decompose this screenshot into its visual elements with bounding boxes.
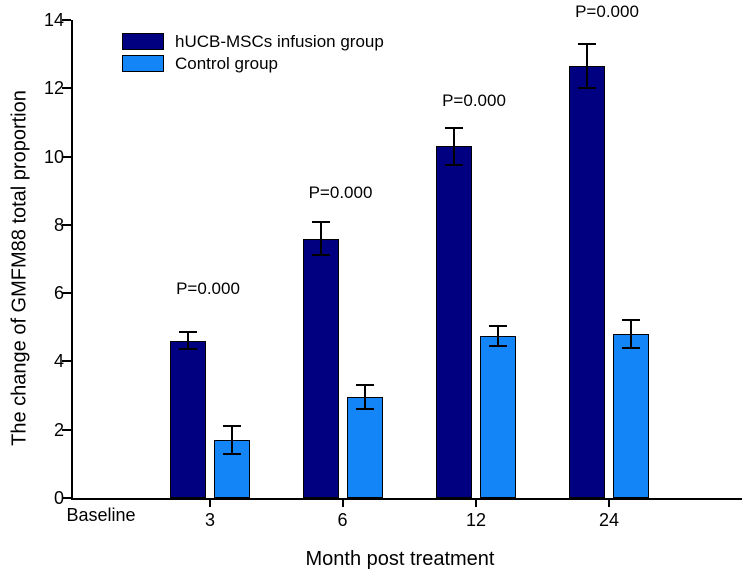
y-axis-title: The change of GMFM88 total proportion: [8, 90, 31, 446]
x-tick-label: Baseline: [66, 505, 136, 525]
error-bar-cap-bottom: [578, 87, 596, 90]
treatment-bar: [302, 238, 339, 498]
y-axis-tick: [62, 497, 71, 499]
error-bar-line: [453, 127, 455, 166]
x-tick-label: 3: [204, 510, 215, 530]
x-axis-title: Month post treatment: [305, 548, 495, 570]
error-bar-cap-top: [578, 42, 596, 45]
x-axis-line: [71, 498, 742, 500]
y-axis-tick: [62, 19, 71, 21]
control-bar: [480, 335, 516, 498]
error-bar-line: [231, 426, 233, 454]
p-value-annotation: P=0.000: [442, 90, 506, 110]
error-bar-cap-top: [445, 126, 463, 129]
legend-label-control: Control group: [175, 54, 279, 73]
y-axis-tick: [62, 155, 71, 158]
error-bar-cap-bottom: [445, 164, 463, 167]
treatment-bar: [569, 66, 605, 498]
p-value-annotation: P=0.000: [176, 278, 240, 298]
treatment-series-swatch: [122, 33, 164, 50]
error-bar-cap-bottom: [311, 253, 330, 256]
error-bar-line: [586, 43, 588, 89]
y-axis-tick: [62, 428, 71, 431]
error-bar-cap-top: [355, 384, 374, 387]
x-axis-tick: [209, 500, 211, 507]
y-tick-label: 0: [53, 488, 64, 508]
error-bar-cap-top: [179, 331, 197, 334]
y-tick-label: 6: [53, 283, 64, 304]
y-tick-label: 14: [43, 10, 64, 30]
control-bar: [346, 397, 383, 498]
x-tick-label: 6: [337, 510, 348, 530]
y-axis-tick: [62, 87, 71, 90]
x-axis-tick: [608, 500, 610, 507]
error-bar-cap-top: [223, 425, 241, 428]
y-axis-tick: [62, 292, 71, 295]
x-axis-tick: [475, 500, 477, 507]
x-tick-label: 24: [598, 510, 620, 530]
control-series-swatch: [122, 55, 164, 72]
y-tick-label: 12: [43, 78, 64, 99]
legend: hUCB-MSCs infusion group Control group: [122, 33, 384, 77]
error-bar-cap-top: [489, 324, 507, 327]
error-bar-line: [319, 222, 322, 255]
treatment-bar: [436, 146, 472, 498]
x-axis-tick: [341, 500, 344, 507]
p-value-annotation: P=0.000: [575, 2, 639, 21]
y-axis-tick: [62, 360, 71, 363]
y-tick-label: 10: [43, 146, 64, 167]
error-bar-cap-bottom: [223, 452, 241, 455]
y-axis-tick: [62, 223, 71, 226]
legend-label-treatment: hUCB-MSCs infusion group: [175, 32, 384, 51]
x-tick-label: 12: [465, 510, 487, 530]
error-bar-line: [363, 385, 366, 410]
error-bar-line: [630, 320, 632, 348]
y-tick-label: 2: [53, 419, 64, 440]
error-bar-line: [497, 325, 499, 347]
control-bar: [613, 334, 649, 498]
y-tick-label: 4: [53, 351, 64, 372]
legend-item-treatment: hUCB-MSCs infusion group: [122, 33, 384, 50]
treatment-bar: [170, 340, 206, 498]
error-bar-cap-bottom: [489, 345, 507, 348]
error-bar-cap-top: [622, 319, 640, 322]
y-tick-label: 8: [53, 214, 64, 235]
error-bar-line: [187, 332, 189, 350]
error-bar-cap-bottom: [179, 348, 197, 351]
error-bar-cap-top: [311, 221, 330, 224]
error-bar-cap-bottom: [622, 346, 640, 349]
p-value-annotation: P=0.000: [308, 182, 373, 202]
y-axis-line: [71, 20, 73, 500]
error-bar-cap-bottom: [355, 408, 374, 411]
legend-item-control: Control group: [122, 55, 384, 72]
